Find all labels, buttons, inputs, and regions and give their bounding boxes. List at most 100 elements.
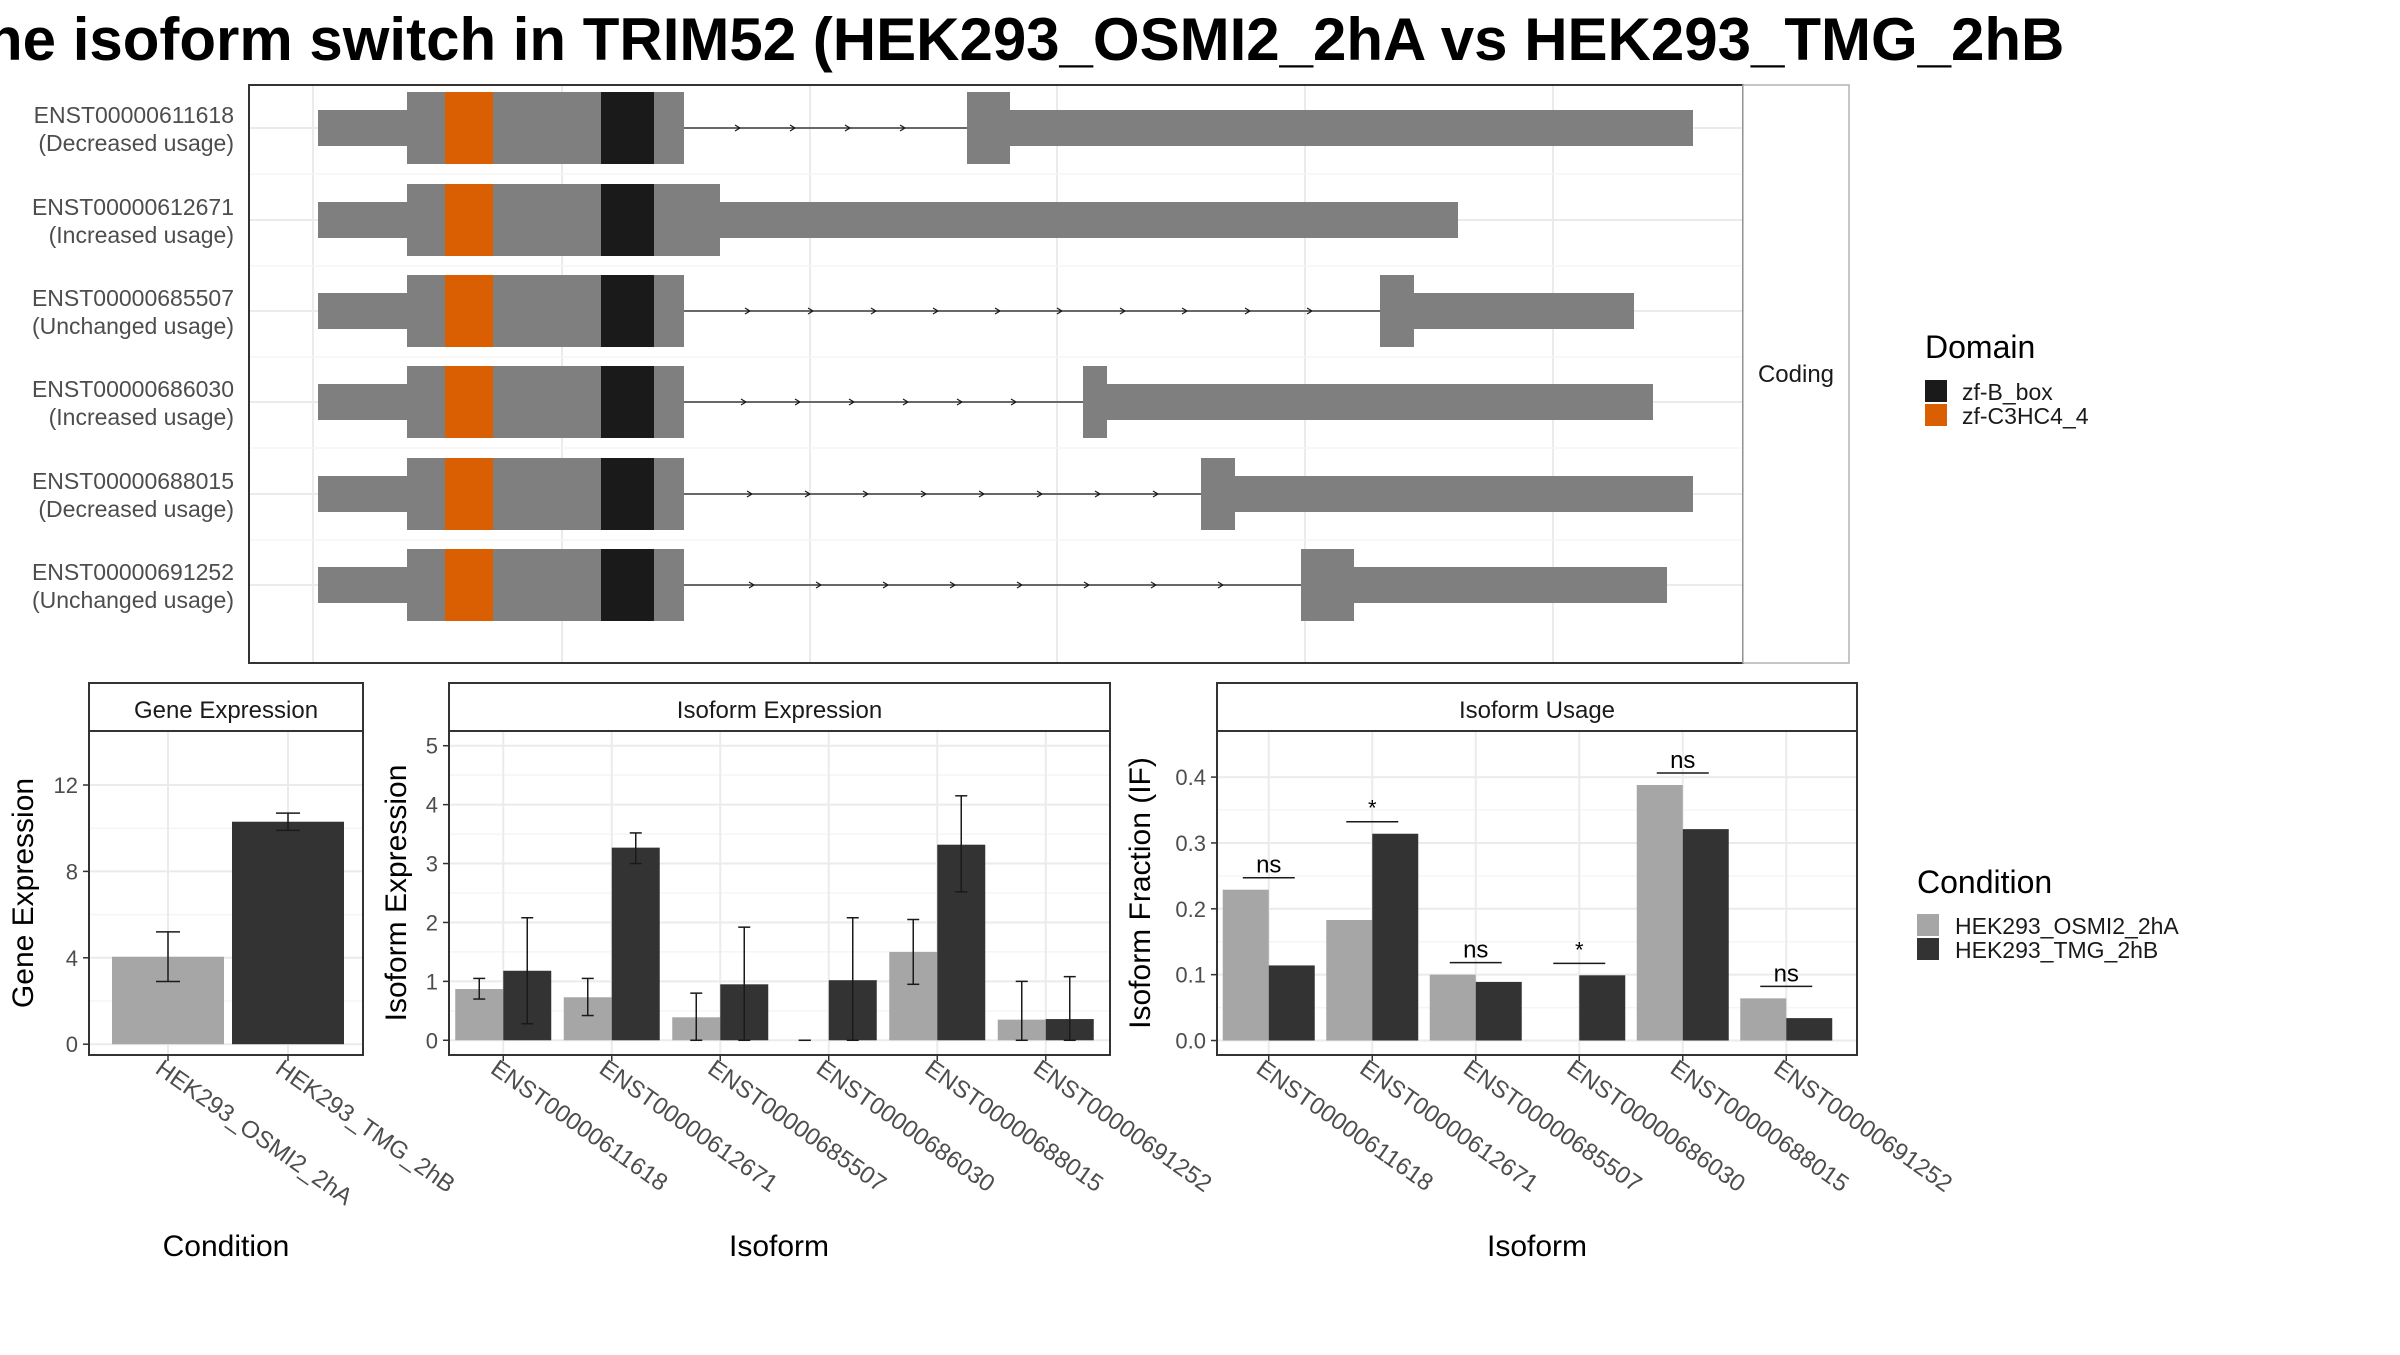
domain-zf-B-box <box>601 92 654 164</box>
intron-arrow <box>862 490 870 498</box>
utr-exon <box>318 384 408 420</box>
domain-zf-C3HC4-4 <box>445 366 493 438</box>
x-tick-label: ENST00000685507 <box>703 1055 891 1198</box>
intron-arrow <box>744 307 752 315</box>
domain-zf-B-box <box>601 366 654 438</box>
intron-arrow <box>807 307 815 315</box>
isoform-expression-chart: Isoform Expression012345ENST00000611618E… <box>380 682 1217 1263</box>
domain-zf-B-box <box>601 184 654 256</box>
condition-legend-title: Condition <box>1917 864 2052 900</box>
intron-arrow <box>956 398 964 406</box>
y-tick-label: 8 <box>66 859 78 884</box>
x-tick-label: ENST00000612671 <box>594 1055 782 1198</box>
coding-exon <box>1201 458 1235 530</box>
bar-hek293-osmi2-2ha-enst00000688015 <box>1636 785 1683 1041</box>
transcript-usage-label: (Decreased usage) <box>38 130 234 156</box>
domain-zf-B-box <box>601 458 654 530</box>
y-tick-label: 5 <box>426 734 438 759</box>
legend-label-hek293-osmi2-2ha: HEK293_OSMI2_2hA <box>1955 913 2179 939</box>
y-tick-label: 0 <box>426 1028 438 1053</box>
intron-arrow <box>1036 490 1044 498</box>
intron-arrow <box>899 124 907 132</box>
coding-exon <box>967 92 1010 164</box>
utr-exon <box>1010 110 1693 146</box>
intron-arrow <box>932 307 940 315</box>
structure-strip <box>1742 84 1850 664</box>
intron-arrow <box>794 398 802 406</box>
intron-arrow <box>746 490 754 498</box>
significance-label: ns <box>1774 960 1799 987</box>
facet-strip-title: Isoform Usage <box>1459 697 1615 724</box>
legend-key-zf-B-box <box>1925 380 1947 402</box>
intron-arrow <box>740 398 748 406</box>
transcript-row-enst00000611618: ENST00000611618(Decreased usage) <box>34 92 1693 164</box>
bar-hek293-osmi2-2ha-enst00000691252 <box>1740 998 1787 1041</box>
transcript-label: ENST00000691252 <box>32 559 234 585</box>
bar-hek293-tmg-2hb <box>232 821 344 1045</box>
legend-key-zf-C3HC4-4 <box>1925 404 1947 426</box>
intron-arrow <box>902 398 910 406</box>
intron-arrow <box>920 490 928 498</box>
intron-arrow <box>1244 307 1252 315</box>
x-tick-label: ENST00000611618 <box>486 1055 673 1197</box>
significance-label: ns <box>1670 747 1695 774</box>
bar-hek293-tmg-2hb-enst00000691252 <box>1786 1018 1833 1041</box>
x-axis-title: Condition <box>163 1230 290 1263</box>
y-tick-label: 0.2 <box>1175 897 1206 922</box>
y-axis-title: Isoform Expression <box>380 765 413 1022</box>
y-tick-label: 0.1 <box>1175 963 1206 988</box>
domain-zf-C3HC4-4 <box>445 275 493 347</box>
domain-legend: Domain zf-B_box zf-C3HC4_4 <box>1925 329 2089 429</box>
condition-legend: Condition HEK293_OSMI2_2hA HEK293_TMG_2h… <box>1917 864 2179 963</box>
legend-label-zf-C3HC4-4: zf-C3HC4_4 <box>1962 403 2089 429</box>
intron-arrow <box>789 124 797 132</box>
y-tick-label: 12 <box>54 773 78 798</box>
intron-arrow <box>848 398 856 406</box>
significance-label: ns <box>1256 852 1281 879</box>
bars <box>112 812 344 1045</box>
intron-arrow <box>815 581 823 589</box>
intron-arrow <box>1083 581 1091 589</box>
utr-exon <box>318 476 408 512</box>
x-axis-title: Isoform <box>1487 1230 1587 1263</box>
intron-arrow <box>1150 581 1158 589</box>
x-tick-label: ENST00000691252 <box>1769 1055 1957 1198</box>
intron-arrow <box>1217 581 1225 589</box>
significance-label: * <box>1575 937 1584 962</box>
y-axis-title: Isoform Fraction (IF) <box>1124 757 1157 1029</box>
intron-arrow <box>1181 307 1189 315</box>
bar-hek293-tmg-2hb-enst00000612671 <box>611 847 660 1041</box>
intron-arrow <box>1010 398 1018 406</box>
intron-arrow <box>804 490 812 498</box>
intron-arrow <box>1306 307 1314 315</box>
bar-hek293-osmi2-2ha-enst00000685507 <box>1429 974 1476 1041</box>
domain-zf-C3HC4-4 <box>445 549 493 621</box>
y-tick-label: 4 <box>426 793 438 818</box>
intron-arrow <box>978 490 986 498</box>
bar-hek293-tmg-2hb-enst00000688015 <box>1682 829 1729 1041</box>
transcript-label: ENST00000612671 <box>32 194 234 220</box>
structure-strip-label: Coding <box>1758 361 1834 388</box>
intron-arrow <box>949 581 957 589</box>
intron-arrow <box>1094 490 1102 498</box>
transcript-row-enst00000685507: ENST00000685507(Unchanged usage) <box>32 275 1634 347</box>
x-tick-label: ENST00000612671 <box>1355 1055 1543 1198</box>
legend-label-hek293-tmg-2hb: HEK293_TMG_2hB <box>1955 937 2158 963</box>
y-tick-label: 0.3 <box>1175 831 1206 856</box>
transcript-label: ENST00000688015 <box>32 468 234 494</box>
isoform-usage-chart: ns * ns * ns ns Isoform Usage 0.0 0.1 0.2 0.3 0.4 EN… <box>1124 682 1957 1263</box>
facet-strip-title: Isoform Expression <box>677 697 882 724</box>
x-tick-label: ENST00000688015 <box>1665 1055 1853 1198</box>
transcript-structure-panel: ENST00000611618(Decreased usage) ENST0000… <box>32 84 1850 664</box>
coding-exon <box>1301 549 1354 621</box>
bars <box>455 795 1094 1042</box>
transcript-row-enst00000686030: ENST00000686030(Increased usage) <box>32 366 1653 438</box>
intron-arrow <box>1119 307 1127 315</box>
transcript-label: ENST00000686030 <box>32 376 234 402</box>
intron-arrow <box>844 124 852 132</box>
y-axis-title: Gene Expression <box>7 778 40 1008</box>
facet-strip <box>1216 682 1858 732</box>
transcript-row-enst00000691252: ENST00000691252(Unchanged usage) <box>32 549 1667 621</box>
domain-zf-C3HC4-4 <box>445 184 493 256</box>
